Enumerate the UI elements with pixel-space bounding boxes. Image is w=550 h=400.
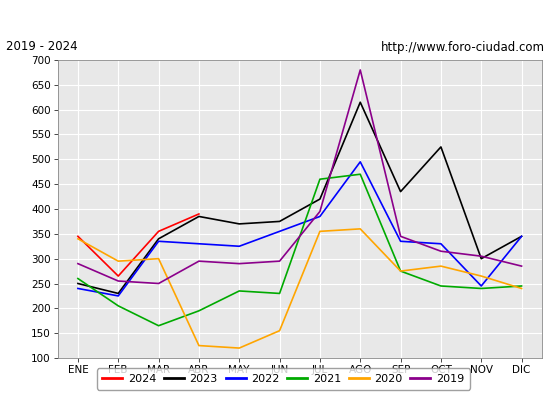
Text: Evolucion Nº Turistas Extranjeros en el municipio de Betanzos: Evolucion Nº Turistas Extranjeros en el … [18,10,532,24]
Text: http://www.foro-ciudad.com: http://www.foro-ciudad.com [381,40,544,54]
Legend: 2024, 2023, 2022, 2021, 2020, 2019: 2024, 2023, 2022, 2021, 2020, 2019 [97,368,470,390]
Text: 2019 - 2024: 2019 - 2024 [6,40,77,54]
